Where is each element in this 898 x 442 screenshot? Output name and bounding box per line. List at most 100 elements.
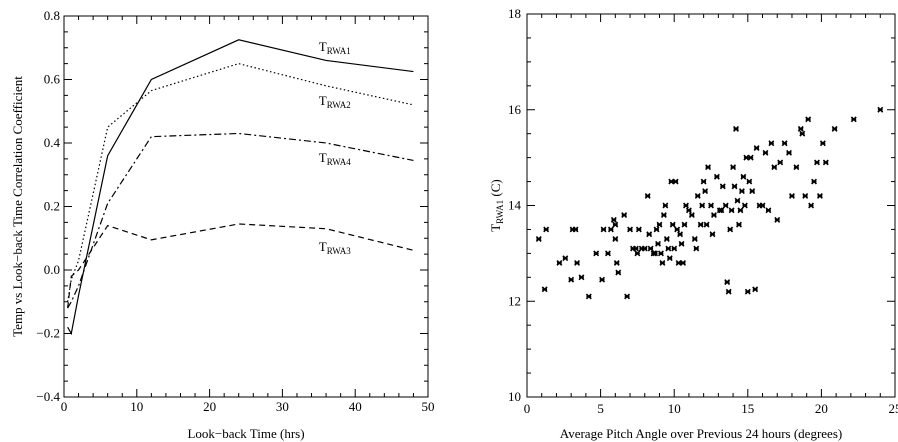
scatter-point <box>746 178 753 185</box>
scatter-point <box>768 140 775 147</box>
series-line-rwa3 <box>67 223 414 309</box>
scatter-point <box>674 226 681 233</box>
series-line-rwa2 <box>67 63 414 302</box>
scatter-point <box>672 178 679 185</box>
scatter-point <box>705 164 712 171</box>
scatter-point <box>600 226 607 233</box>
scatter-point <box>562 255 569 262</box>
plot-frame <box>63 15 429 398</box>
scatter-point <box>722 202 729 209</box>
scatter-point <box>572 226 579 233</box>
scatter-point <box>822 159 829 166</box>
scatter-point <box>627 226 634 233</box>
pitch-scatter-chart: 0 5 10 15 20 25 10 12 14 16 18 Average Pitch Angle … <box>488 6 898 441</box>
scatter-point <box>693 245 700 252</box>
scatter-point <box>646 231 653 238</box>
scatter-point <box>644 192 651 199</box>
scatter-point <box>759 202 766 209</box>
scatter-point <box>731 183 738 190</box>
scatter-point <box>765 207 772 214</box>
scatter-point <box>612 236 619 242</box>
series-label-symbol: T <box>319 39 327 54</box>
scatter-point <box>799 130 806 137</box>
scatter-point <box>641 245 648 252</box>
scatter-point <box>808 202 815 209</box>
scatter-point <box>802 192 809 199</box>
scatter-point <box>675 259 682 266</box>
scatter-point <box>708 202 714 209</box>
scatter-point <box>607 226 614 233</box>
scatter-point <box>753 145 760 152</box>
scatter-point <box>688 212 695 219</box>
x-tick-label: 0 <box>61 399 68 414</box>
y-tick-label: 10 <box>508 389 521 404</box>
scatter-point <box>593 250 600 257</box>
series-label-symbol: T <box>319 150 327 165</box>
scatter-point <box>653 226 660 233</box>
scatter-point <box>652 250 659 257</box>
scatter-point <box>671 245 678 252</box>
scatter-point <box>685 207 692 214</box>
scatter-point <box>568 276 575 283</box>
scatter-point <box>725 288 732 295</box>
scatter-point <box>699 202 706 209</box>
scatter-point <box>702 188 709 195</box>
x-tick-label: 10 <box>130 399 143 414</box>
scatter-point <box>730 164 737 171</box>
scatter-point <box>585 293 592 300</box>
series-label-symbol: T <box>319 93 327 108</box>
scatter-point <box>668 178 675 185</box>
scatter-point <box>700 178 707 185</box>
series-label-name: RWA1 <box>327 46 351 56</box>
y-tick-label: 14 <box>508 198 522 213</box>
scatter-point <box>781 140 788 147</box>
y-tick-label: 0.2 <box>44 199 60 214</box>
series-label-rwa3: TRWA3 <box>319 239 351 256</box>
scatter-point <box>793 164 800 171</box>
x-tick-label: 20 <box>815 401 828 416</box>
scatter-point <box>738 188 745 195</box>
scatter-point <box>615 269 622 276</box>
scatter-point <box>683 202 689 209</box>
series-label-name: RWA3 <box>327 246 352 256</box>
scatter-point <box>666 255 673 262</box>
y-tick-label: −0.2 <box>36 326 60 341</box>
y-tick-label: 16 <box>508 102 522 117</box>
series-line-rwa1 <box>67 39 414 336</box>
scatter-point <box>613 259 620 266</box>
x-tick-label: 10 <box>668 401 681 416</box>
scatter-point <box>733 125 739 132</box>
scatter-point <box>749 188 756 195</box>
series-label-rwa2: TRWA2 <box>319 93 351 110</box>
scatter-point <box>541 286 548 293</box>
scatter-point <box>850 116 857 123</box>
y-tick-label: −0.4 <box>36 389 60 404</box>
series-line-rwa4 <box>67 132 414 309</box>
scatter-point <box>680 259 686 266</box>
scatter-point <box>831 125 838 132</box>
scatter-point <box>788 192 795 199</box>
x-tick-label: 30 <box>276 399 289 414</box>
scatter-point <box>877 106 884 113</box>
scatter-point <box>612 221 619 228</box>
y-tick-label: 18 <box>508 6 521 21</box>
scatter-point <box>728 207 735 214</box>
scatter-point <box>659 259 666 266</box>
scatter-point <box>771 164 778 171</box>
scatter-point <box>610 216 617 223</box>
x-tick-label: 50 <box>422 399 435 414</box>
scatter-point <box>744 288 751 295</box>
y-axis-label: TRWA1 (C) <box>488 179 505 232</box>
x-tick-label: 5 <box>597 401 604 416</box>
series-label-symbol: T <box>319 239 327 254</box>
x-tick-label: 20 <box>203 399 216 414</box>
scatter-point <box>655 240 661 247</box>
scatter-point <box>574 259 581 266</box>
scatter-point <box>634 250 641 257</box>
series-label-rwa1: TRWA1 <box>319 39 351 56</box>
scatter-point <box>734 197 741 204</box>
scatter-point <box>604 250 611 257</box>
scatter-point <box>703 221 710 228</box>
scatter-point <box>662 202 669 209</box>
